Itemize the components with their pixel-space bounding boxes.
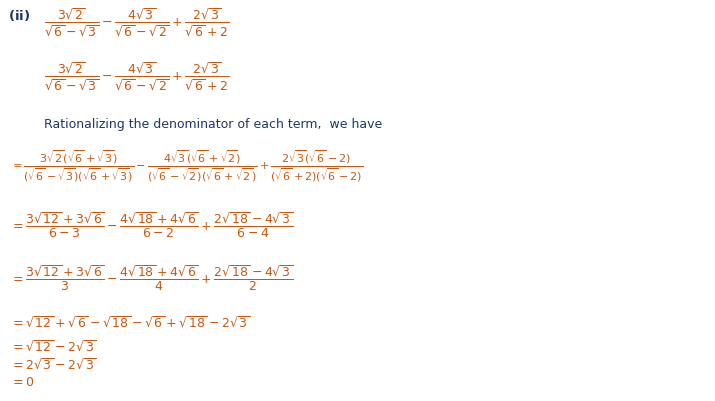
Text: Rationalizing the denominator of each term,  we have: Rationalizing the denominator of each te… [44,118,383,131]
Text: $=\dfrac{3\sqrt{12}+3\sqrt{6}}{6-3}-\dfrac{4\sqrt{18}+4\sqrt{6}}{6-2}+\dfrac{2\s: $=\dfrac{3\sqrt{12}+3\sqrt{6}}{6-3}-\dfr… [10,209,293,239]
Text: $=\sqrt{12}-2\sqrt{3}$: $=\sqrt{12}-2\sqrt{3}$ [10,339,97,354]
Text: $\dfrac{3\sqrt{2}}{\sqrt{6}-\sqrt{3}}-\dfrac{4\sqrt{3}}{\sqrt{6}-\sqrt{2}}+\dfra: $\dfrac{3\sqrt{2}}{\sqrt{6}-\sqrt{3}}-\d… [44,6,229,38]
Text: $\dfrac{3\sqrt{2}}{\sqrt{6}-\sqrt{3}}-\dfrac{4\sqrt{3}}{\sqrt{6}-\sqrt{2}}+\dfra: $\dfrac{3\sqrt{2}}{\sqrt{6}-\sqrt{3}}-\d… [44,60,229,91]
Text: $=2\sqrt{3}-2\sqrt{3}$: $=2\sqrt{3}-2\sqrt{3}$ [10,357,97,372]
Text: $\mathbf{(ii)}$: $\mathbf{(ii)}$ [8,8,30,23]
Text: $=0$: $=0$ [10,375,34,388]
Text: $=\sqrt{12}+\sqrt{6}-\sqrt{18}-\sqrt{6}+\sqrt{18}-2\sqrt{3}$: $=\sqrt{12}+\sqrt{6}-\sqrt{18}-\sqrt{6}+… [10,315,250,330]
Text: $=\dfrac{3\sqrt{2}(\sqrt{6}+\sqrt{3})}{(\sqrt{6}-\sqrt{3})(\sqrt{6}+\sqrt{3})}-\: $=\dfrac{3\sqrt{2}(\sqrt{6}+\sqrt{3})}{(… [10,148,363,183]
Text: $=\dfrac{3\sqrt{12}+3\sqrt{6}}{3}-\dfrac{4\sqrt{18}+4\sqrt{6}}{4}+\dfrac{2\sqrt{: $=\dfrac{3\sqrt{12}+3\sqrt{6}}{3}-\dfrac… [10,262,293,292]
